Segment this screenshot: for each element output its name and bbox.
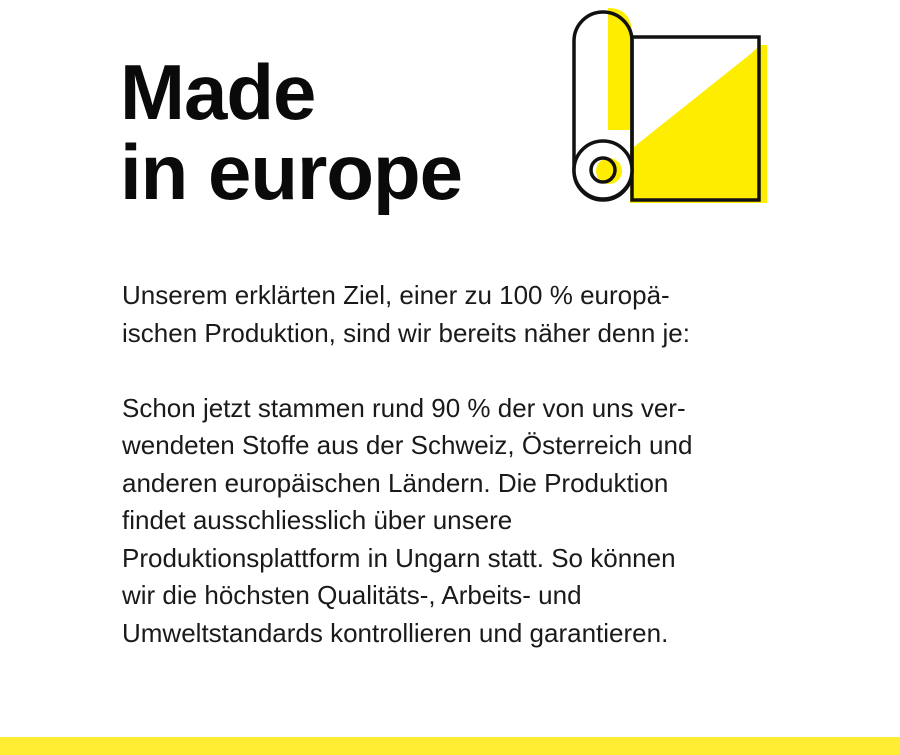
- fabric-roll-icon: [572, 8, 767, 203]
- text-line: ischen Produktion, sind wir bereits nähe…: [122, 317, 690, 348]
- paragraph-2: Schon jetzt stammen rund 90 % der von un…: [122, 390, 692, 653]
- text-line: findet ausschliesslich über unsere: [122, 505, 513, 535]
- text-line: Unserem erklärten Ziel, einer zu 100 % e…: [122, 280, 670, 310]
- title-line-2: in europe: [120, 128, 463, 216]
- text-line: wir die höchsten Qualitäts-, Arbeits- un…: [122, 580, 582, 610]
- text-line: wendeten Stoffe aus der Schweiz, Österre…: [122, 430, 693, 460]
- text-line: Produktionsplattform in Ungarn statt. So…: [122, 542, 676, 573]
- text-line: anderen europäischen Ländern. Die Produk…: [122, 467, 669, 498]
- text-line: Schon jetzt stammen rund 90 % der von un…: [122, 392, 686, 423]
- text-line: Umweltstandards kontrollieren und garant…: [122, 617, 669, 648]
- page-title: Made in europe: [120, 48, 463, 216]
- footer-accent-bar: [0, 737, 900, 755]
- title-line-1: Made: [120, 48, 316, 136]
- body-text: Unserem erklärten Ziel, einer zu 100 % e…: [122, 277, 692, 690]
- paragraph-1: Unserem erklärten Ziel, einer zu 100 % e…: [122, 277, 692, 352]
